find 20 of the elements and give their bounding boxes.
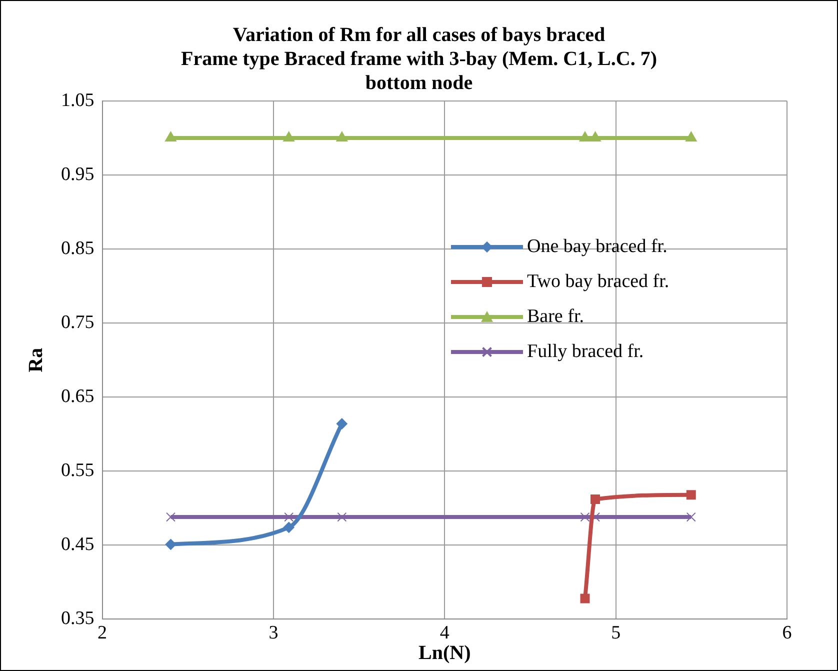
- legend-label: One bay braced fr.: [527, 236, 668, 258]
- y-tick-label: 0.55: [61, 460, 94, 482]
- y-tick-label: 0.35: [61, 608, 94, 630]
- chart-title: Variation of Rm for all cases of bays braced Frame type Braced frame with 3-bay (Mem. C1, L.C. 7) bottom node: [181, 24, 657, 94]
- legend-label: Two bay braced fr.: [527, 270, 670, 292]
- y-tick-label: 0.95: [61, 164, 94, 186]
- legend-label: Fully braced fr.: [527, 340, 644, 362]
- y-tick-label: 1.05: [61, 90, 94, 111]
- x-axis-title: Ln(N): [418, 642, 471, 664]
- legend-label: Bare fr.: [527, 306, 584, 328]
- y-tick-label: 0.65: [61, 386, 94, 408]
- x-tick-label: 2: [98, 622, 107, 644]
- y-axis-title: Ra: [25, 348, 48, 372]
- y-tick-label: 0.45: [61, 534, 94, 556]
- x-tick-label: 4: [440, 622, 450, 644]
- y-tick-label: 0.85: [61, 238, 94, 260]
- x-tick-label: 5: [611, 622, 621, 644]
- x-tick-label: 6: [782, 622, 792, 644]
- x-tick-label: 3: [268, 622, 278, 644]
- y-tick-label: 0.75: [61, 312, 94, 334]
